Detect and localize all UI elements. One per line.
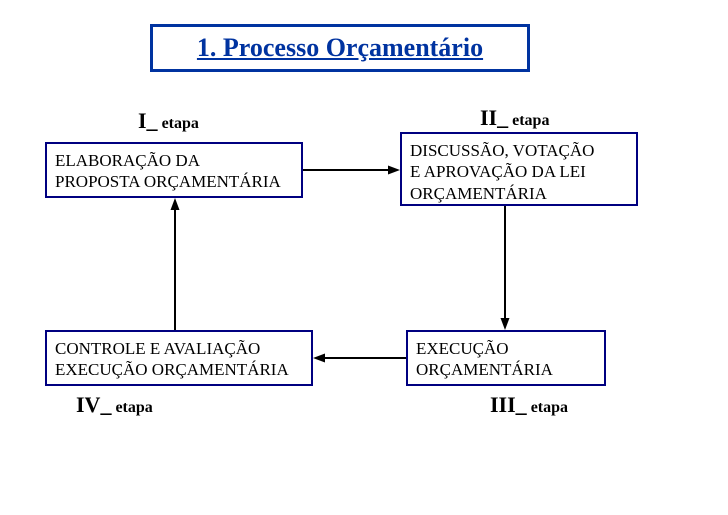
stage-word-2: etapa — [512, 112, 549, 129]
stage-word-3: etapa — [531, 399, 568, 416]
node-discussao: DISCUSSÃO, VOTAÇÃO E APROVAÇÃO DA LEI OR… — [400, 132, 638, 206]
node-1-line2: PROPOSTA ORÇAMENTÁRIA — [55, 171, 293, 192]
node-3-line2: ORÇAMENTÁRIA — [416, 359, 596, 380]
node-3-line1: EXECUÇÃO — [416, 338, 596, 359]
node-elaboracao: ELABORAÇÃO DA PROPOSTA ORÇAMENTÁRIA — [45, 142, 303, 198]
stage-roman-3: III_ — [490, 392, 527, 417]
node-2-line1: DISCUSSÃO, VOTAÇÃO — [410, 140, 628, 161]
title-box: 1. Processo Orçamentário — [150, 24, 530, 72]
stage-roman-4: IV_ — [76, 392, 111, 417]
node-1-line1: ELABORAÇÃO DA — [55, 150, 293, 171]
node-2-line2: E APROVAÇÃO DA LEI — [410, 161, 628, 182]
stage-roman-2: II_ — [480, 105, 508, 130]
edges-layer — [0, 0, 728, 515]
page-title: 1. Processo Orçamentário — [197, 33, 483, 62]
stage-label-2: II_ etapa — [480, 105, 549, 131]
node-controle: CONTROLE E AVALIAÇÃO EXECUÇÃO ORÇAMENTÁR… — [45, 330, 313, 386]
node-4-line2: EXECUÇÃO ORÇAMENTÁRIA — [55, 359, 303, 380]
node-4-line1: CONTROLE E AVALIAÇÃO — [55, 338, 303, 359]
stage-label-4: IV_ etapa — [76, 392, 153, 418]
stage-roman-1: I_ — [138, 108, 158, 133]
stage-label-3: III_ etapa — [490, 392, 568, 418]
stage-word-1: etapa — [162, 115, 199, 132]
node-2-line3: ORÇAMENTÁRIA — [410, 183, 628, 204]
node-execucao: EXECUÇÃO ORÇAMENTÁRIA — [406, 330, 606, 386]
stage-label-1: I_ etapa — [138, 108, 199, 134]
stage-word-4: etapa — [115, 399, 152, 416]
